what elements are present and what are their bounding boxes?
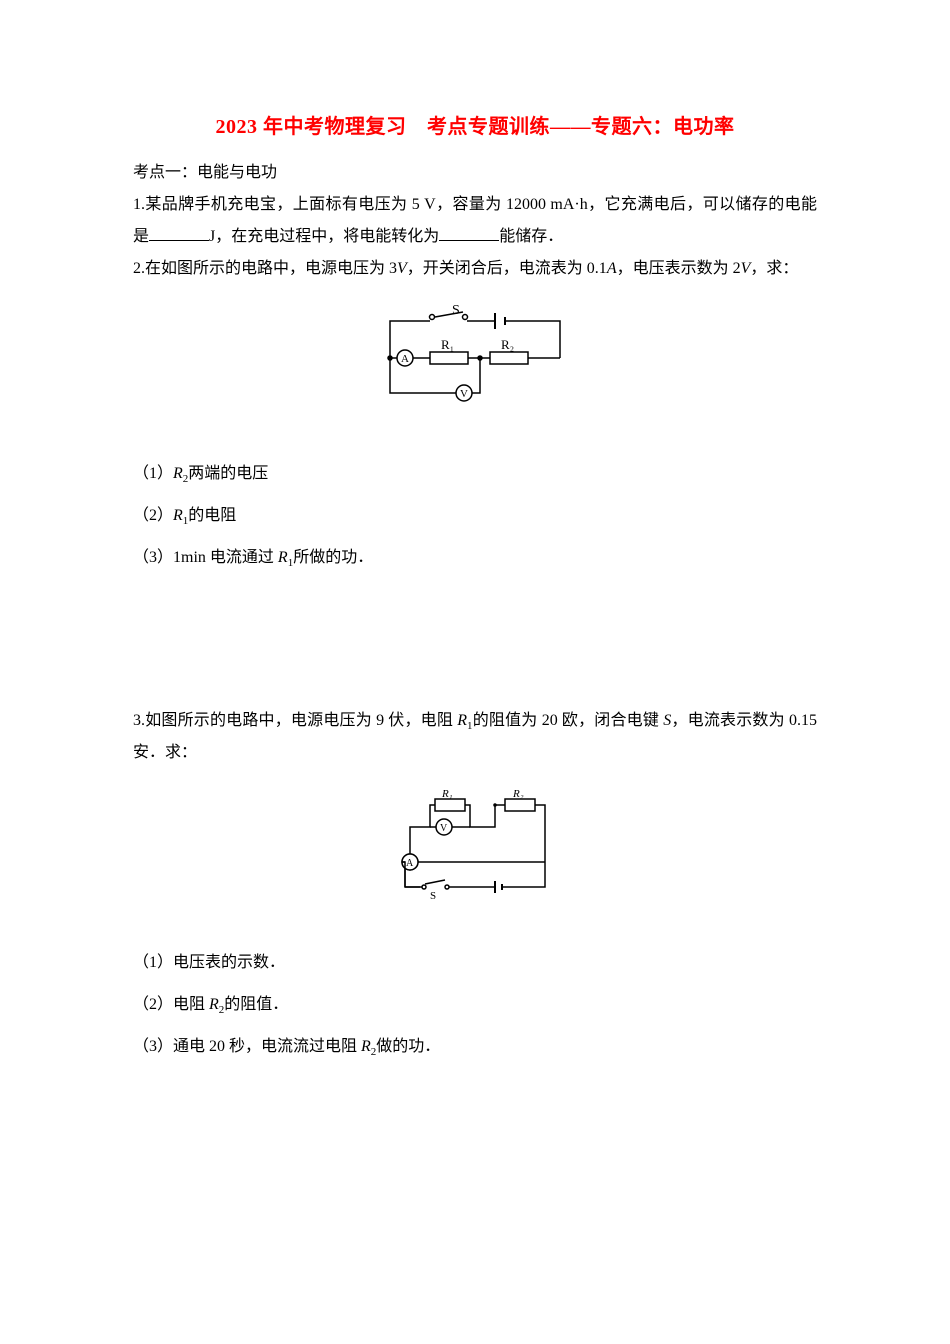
q2-unit-v2: V (741, 260, 751, 277)
question-1: 1.某品牌手机充电宝，上面标有电压为 5 V，容量为 12000 mA·h，它充… (133, 189, 817, 253)
section-header: 考点一：电能与电功 (133, 157, 817, 189)
q2-sub-questions: （1）R2两端的电压 （2）R1的电阻 （3）1min 电流通过 R1所做的功． (133, 458, 817, 575)
circuit1-r1-label: R₁ (441, 337, 454, 352)
q3-text-2: 的阻值为 20 欧，闭合电键 (473, 712, 664, 729)
q2-sub2-pre: （2） (133, 507, 173, 524)
q2-sub2-r: R (173, 507, 183, 524)
circuit2-s-label: S (430, 890, 436, 902)
q3-sub-questions: （1）电压表的示数． （2）电阻 R2的阻值． （3）通电 20 秒，电流流过电… (133, 947, 817, 1063)
q3-sub2-post: 的阻值． (224, 996, 288, 1013)
page-title: 2023 年中考物理复习 考点专题训练——专题六：电功率 (133, 110, 817, 139)
q1-text-3: 能储存． (499, 228, 563, 245)
q2-sub1-pre: （1） (133, 465, 173, 482)
q3-sub3: （3）通电 20 秒，电流流过电阻 R2做的功． (133, 1031, 817, 1063)
q2-sub3-r: R (278, 549, 288, 566)
q3-text-1: 3.如图所示的电路中，电源电压为 9 伏，电阻 (133, 712, 457, 729)
q3-sub3-r: R (361, 1038, 371, 1055)
q2-text-2: ，开关闭合后，电流表为 0.1 (407, 260, 607, 277)
q3-sub1: （1）电压表的示数． (133, 947, 817, 979)
q3-sub2-r: R (209, 996, 219, 1013)
circuit1-r2-label: R₂ (501, 337, 514, 352)
q3-sub2-pre: （2）电阻 (133, 996, 209, 1013)
circuit2-r1-label: R₁ (441, 788, 453, 800)
q2-sub1-r: R (173, 465, 183, 482)
q2-sub1-post: 两端的电压 (188, 465, 268, 482)
q2-sub3: （3）1min 电流通过 R1所做的功． (133, 542, 817, 574)
q2-sub1: （1）R2两端的电压 (133, 458, 817, 490)
q1-text-2: J，在充电过程中，将电能转化为 (209, 228, 439, 245)
q2-text-3: ，电压表示数为 2 (617, 260, 741, 277)
circuit2-a-label: A (406, 858, 414, 869)
circuit-diagram-2: R₁ R₂ V A S (133, 787, 817, 907)
q3-sub3-post: 做的功． (376, 1038, 440, 1055)
blank-2 (439, 225, 499, 241)
q2-unit-a: A (607, 260, 617, 277)
q2-sub3-pre: （3）1min 电流通过 (133, 549, 278, 566)
q3-r1: R (457, 712, 467, 729)
q3-sub2: （2）电阻 R2的阻值． (133, 989, 817, 1021)
blank-1 (149, 225, 209, 241)
q2-sub2: （2）R1的电阻 (133, 500, 817, 532)
question-2-intro: 2.在如图所示的电路中，电源电压为 3V，开关闭合后，电流表为 0.1A，电压表… (133, 253, 817, 285)
q2-text-1: 2.在如图所示的电路中，电源电压为 3 (133, 260, 397, 277)
q2-sub2-post: 的电阻 (188, 507, 236, 524)
q2-unit-v: V (397, 260, 407, 277)
circuit2-v-label: V (440, 823, 448, 834)
circuit-1-svg: S A R₁ R₂ V (370, 303, 580, 413)
q2-sub3-post: 所做的功． (293, 549, 373, 566)
q3-sub3-pre: （3）通电 20 秒，电流流过电阻 (133, 1038, 361, 1055)
circuit2-r2-label: R₂ (512, 788, 524, 800)
spacer (133, 585, 817, 705)
circuit1-a-label: A (401, 353, 409, 365)
circuit-2-svg: R₁ R₂ V A S (380, 787, 570, 902)
circuit-diagram-1: S A R₁ R₂ V (133, 303, 817, 418)
question-3-intro: 3.如图所示的电路中，电源电压为 9 伏，电阻 R1的阻值为 20 欧，闭合电键… (133, 705, 817, 769)
q2-text-4: ，求： (750, 260, 798, 277)
circuit1-v-label: V (460, 388, 468, 400)
circuit1-s-label: S (452, 303, 460, 318)
